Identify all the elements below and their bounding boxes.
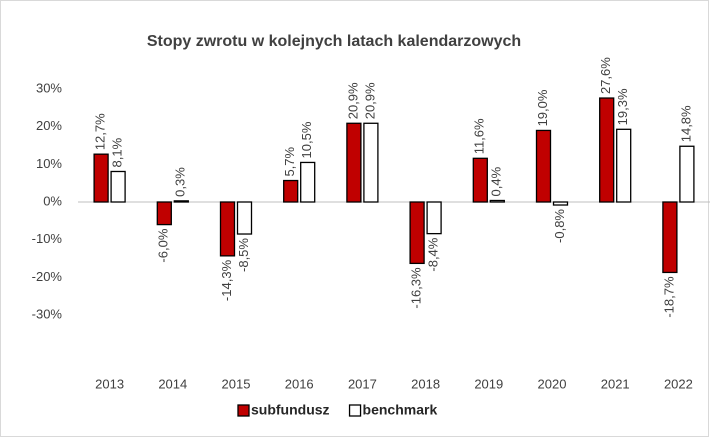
bar: [93, 153, 109, 203]
bar: [236, 201, 253, 235]
bar: [472, 157, 488, 203]
bar: [110, 170, 126, 203]
data-label: 20,9%: [362, 82, 377, 119]
x-tick-label: 2015: [222, 376, 251, 391]
y-tick-label: -30%: [32, 306, 63, 321]
bar: [300, 161, 316, 203]
y-tick-label: 30%: [36, 80, 62, 95]
bar: [679, 145, 695, 203]
bar: [535, 129, 552, 203]
bar: [426, 201, 442, 235]
data-label: 14,8%: [678, 105, 693, 142]
y-tick-label: -20%: [32, 269, 63, 284]
bar: [552, 201, 569, 206]
bar: [363, 122, 379, 203]
data-label: 19,0%: [535, 89, 550, 126]
data-label: 0,4%: [489, 166, 504, 196]
x-tick-label: 2019: [474, 376, 503, 391]
x-tick-label: 2018: [411, 376, 440, 391]
data-label: 5,7%: [282, 146, 297, 176]
legend-swatch: [348, 404, 362, 417]
bar: [173, 200, 189, 203]
data-label: 11,6%: [472, 118, 487, 154]
y-tick-label: 10%: [36, 156, 62, 171]
y-tick-label: 20%: [36, 118, 62, 133]
x-tick-label: 2022: [664, 376, 693, 391]
data-label: 19,3%: [615, 88, 630, 125]
data-label: 12,7%: [93, 113, 108, 150]
data-label: -0,8%: [552, 209, 567, 243]
bar: [346, 122, 362, 203]
bar: [616, 128, 632, 203]
x-tick-label: 2014: [158, 376, 187, 391]
x-tick-label: 2016: [285, 376, 314, 391]
data-label: -6,0%: [156, 228, 171, 262]
data-label: 0,3%: [173, 167, 188, 197]
y-tick-label: -10%: [32, 231, 63, 246]
bar: [599, 97, 615, 203]
data-label: -8,4%: [426, 237, 441, 271]
data-label: 8,1%: [110, 137, 125, 167]
x-tick-label: 2020: [538, 376, 567, 391]
data-label: 27,6%: [598, 57, 613, 94]
bar: [283, 179, 299, 203]
chart-border: [0, 0, 709, 437]
x-tick-label: 2021: [601, 376, 630, 391]
data-label: 10,5%: [299, 121, 314, 158]
data-label: -8,5%: [236, 238, 251, 272]
bar: [219, 201, 236, 257]
bar: [409, 201, 425, 265]
data-label: -14,3%: [219, 259, 234, 301]
legend-label: benchmark: [363, 402, 438, 418]
chart-title: Stopy zwrotu w kolejnych latach kalendar…: [147, 33, 521, 50]
legend-label: subfundusz: [251, 402, 330, 418]
x-tick-label: 2013: [95, 376, 124, 391]
legend-swatch: [237, 404, 250, 417]
data-label: -18,7%: [661, 276, 676, 318]
bar: [662, 201, 678, 274]
x-tick-label: 2017: [348, 376, 377, 391]
bar: [156, 201, 172, 226]
data-label: -16,3%: [409, 267, 424, 309]
bar: [489, 199, 505, 203]
data-label: 20,9%: [345, 82, 360, 119]
y-tick-label: 0%: [43, 193, 62, 208]
